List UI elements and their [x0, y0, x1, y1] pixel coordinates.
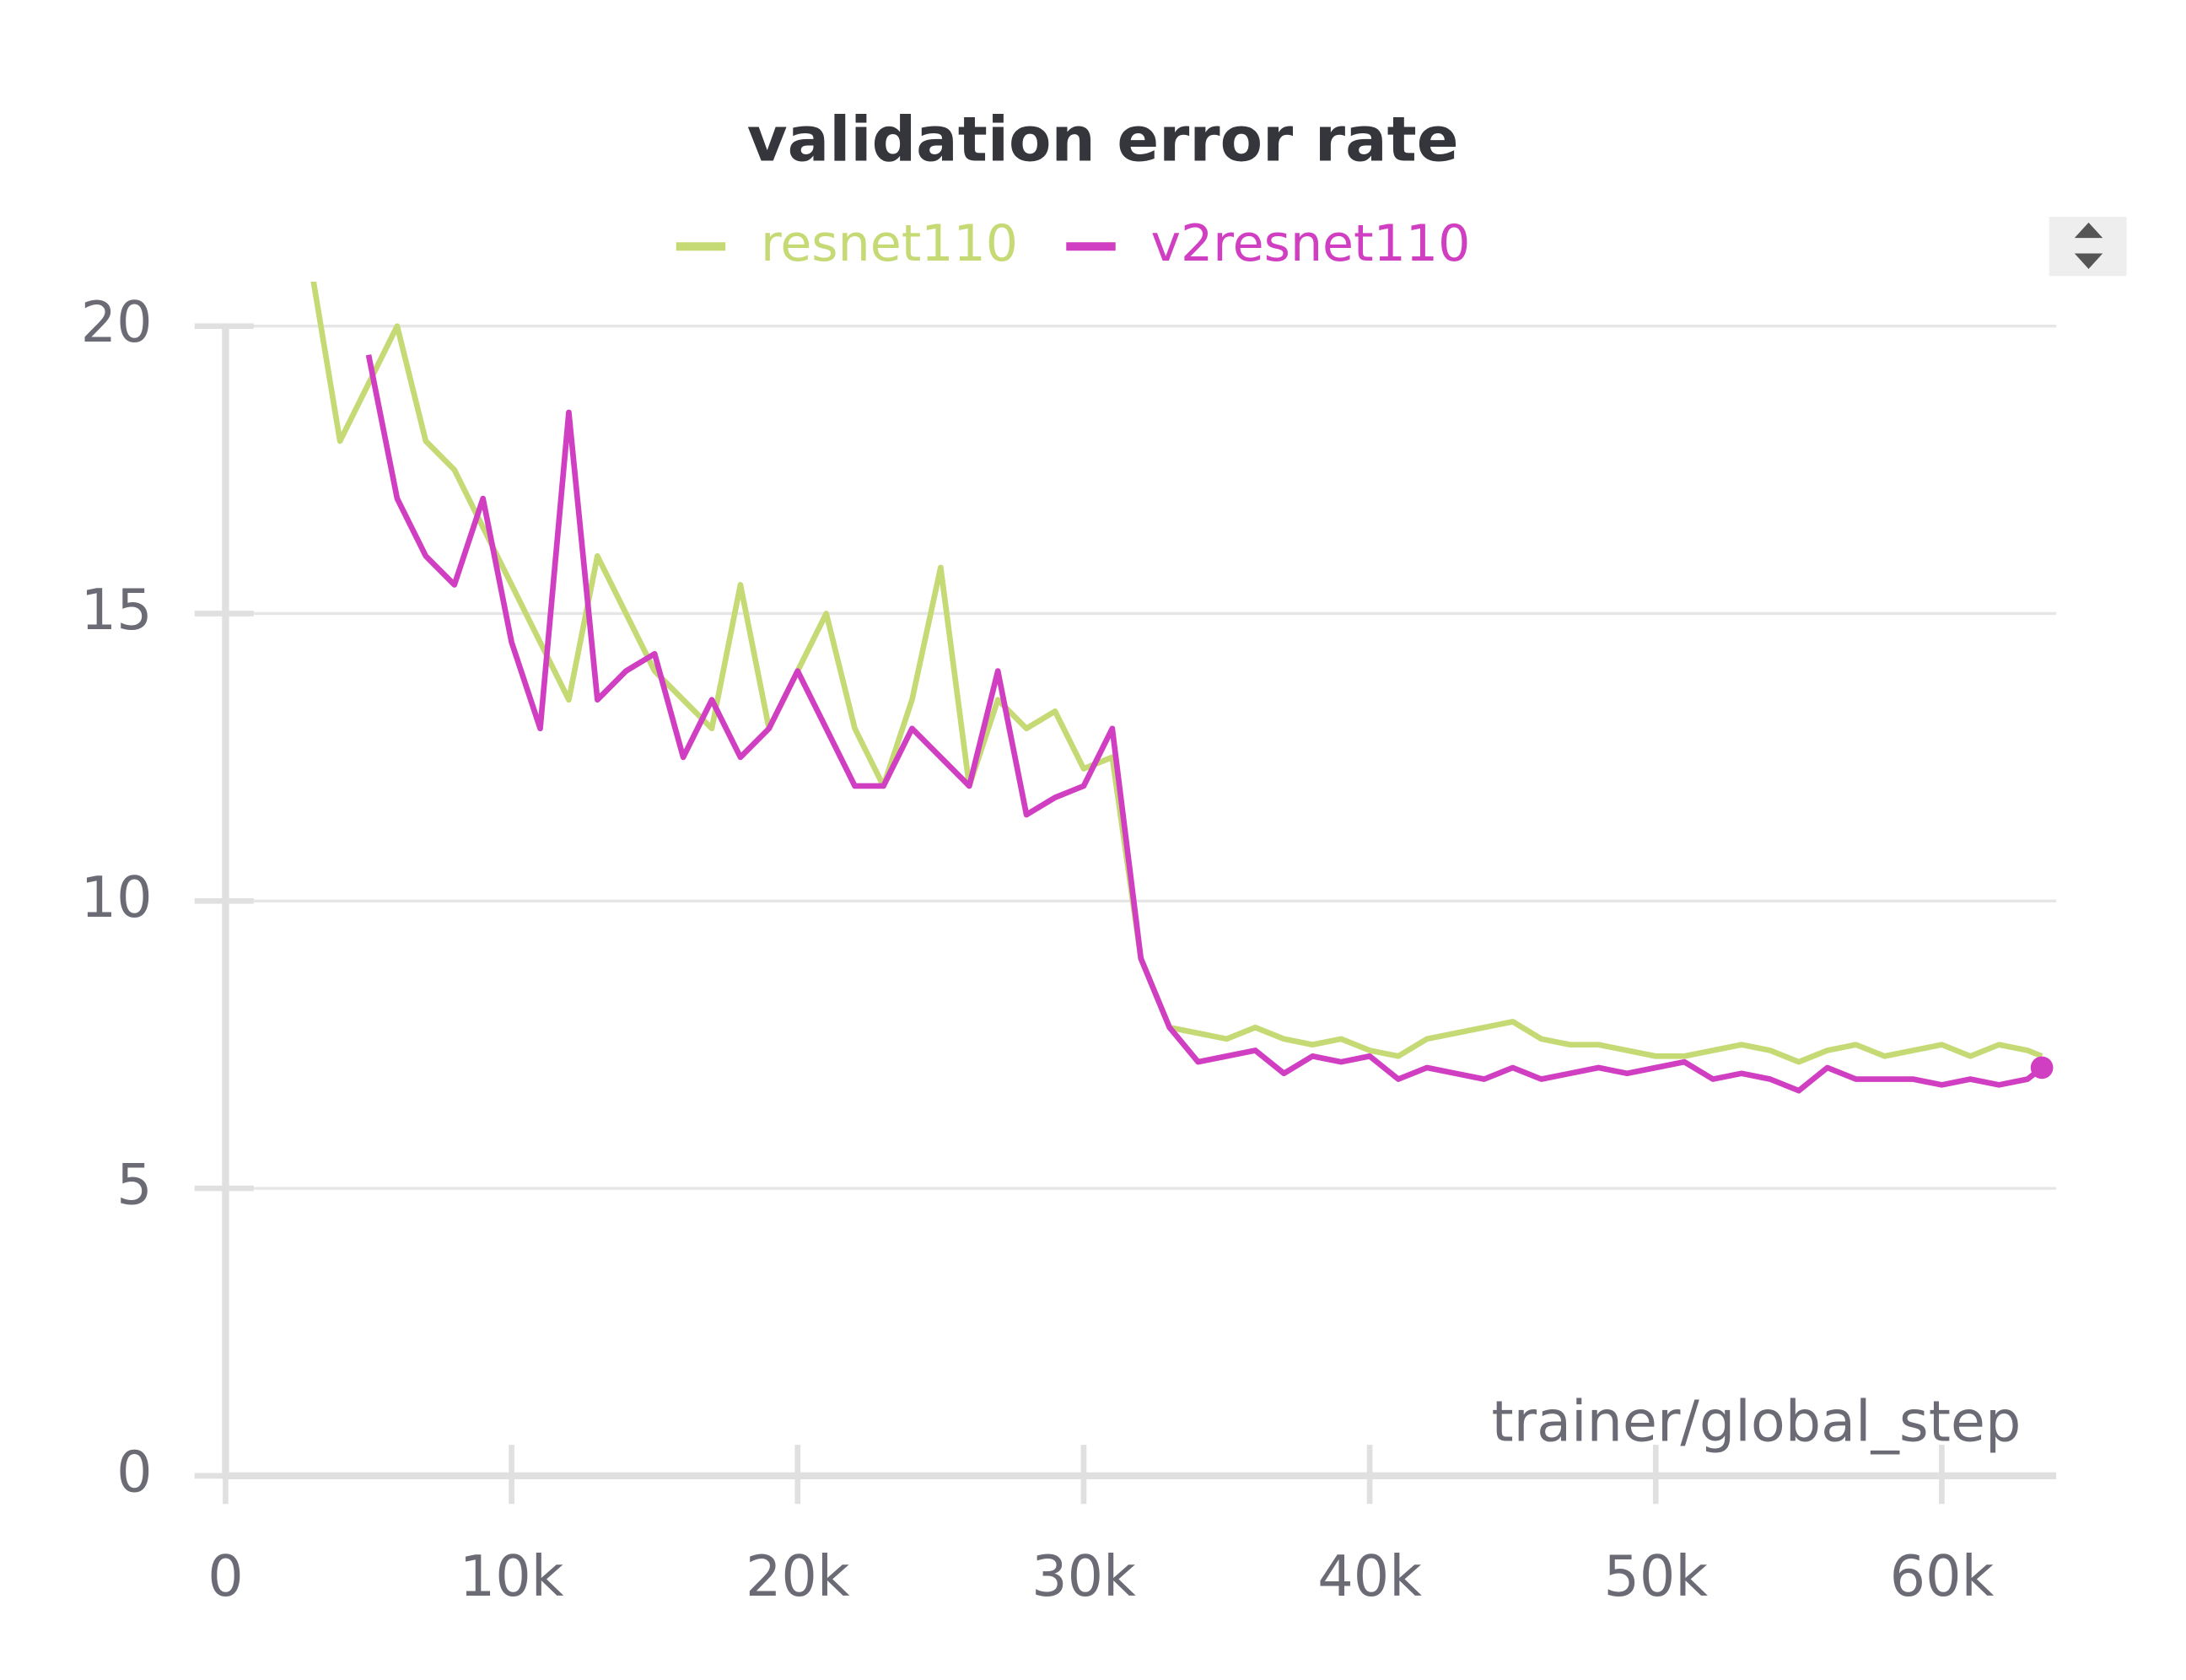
- sort-up: [2074, 222, 2103, 239]
- end-point: [2030, 1056, 2054, 1080]
- series-line: [310, 281, 2043, 1065]
- x-tick-label: 20k: [746, 1543, 850, 1609]
- y-tick-label: 5: [116, 1152, 152, 1218]
- x-tick-label: 0: [207, 1543, 243, 1609]
- legend-label: v2resnet110: [1150, 214, 1470, 273]
- plot-area: [310, 281, 2044, 1094]
- legend-label: resnet110: [761, 214, 1018, 273]
- x-tick-label: 30k: [1031, 1543, 1136, 1609]
- y-tick-label: 15: [81, 577, 153, 643]
- y-tick-label: 10: [81, 864, 153, 930]
- series-line: [365, 354, 2044, 1094]
- x-tick-label: 60k: [1890, 1543, 1995, 1609]
- y-tick-label: 20: [81, 289, 153, 355]
- chart-title: validation error rate: [747, 104, 1459, 175]
- sort-icon[interactable]: [2049, 217, 2127, 277]
- sort-down: [2074, 253, 2103, 269]
- x-tick-label: 40k: [1317, 1543, 1422, 1609]
- x-tick-label: 50k: [1603, 1543, 1708, 1609]
- legend: resnet110 v2resnet110: [676, 214, 1470, 273]
- x-axis-label: trainer/global_step: [1491, 1388, 2021, 1454]
- y-tick-label: 0: [116, 1439, 152, 1505]
- x-tick-label: 10k: [460, 1543, 564, 1609]
